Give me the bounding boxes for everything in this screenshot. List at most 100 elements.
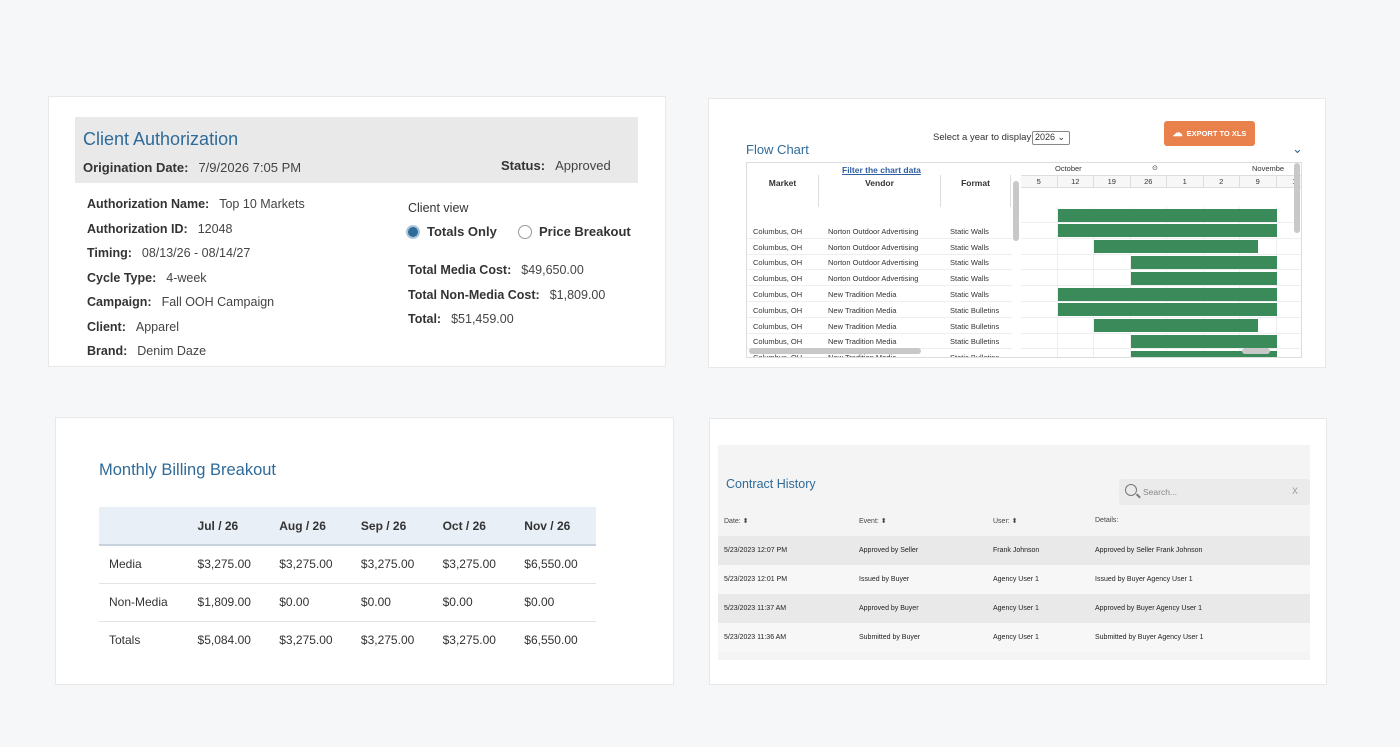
search-input[interactable]: Search... X — [1119, 479, 1310, 505]
cost-label: Total Media Cost: — [408, 263, 512, 277]
history-cell: Approved by Seller Frank Johnson — [1095, 547, 1203, 554]
flow-row: Columbus, OH New Tradition Media Static Wa… — [747, 286, 1012, 302]
radio-price-breakout[interactable]: Price Breakout — [518, 224, 631, 239]
week-header: 1 — [1167, 175, 1204, 188]
history-cell: 5/23/2023 12:01 PM — [724, 576, 788, 583]
year-select[interactable]: 2026 ⌄ — [1032, 131, 1070, 145]
col-format: Format — [941, 175, 1011, 207]
year-select-label: Select a year to display: — [933, 132, 1034, 143]
flight-bar — [1057, 303, 1277, 317]
history-cell: Issued by Buyer — [859, 576, 910, 583]
billing-cell: $3,275.00 — [350, 545, 433, 584]
billing-cell: $3,275.00 — [269, 545, 351, 584]
flight-bar — [1130, 334, 1277, 348]
flow-vendor: Norton Outdoor Advertising — [828, 274, 919, 284]
radio-unselected-icon[interactable] — [518, 224, 532, 239]
field-label: Timing: — [87, 246, 132, 260]
grid-cell — [1021, 254, 1058, 271]
col-event[interactable]: Event: ⬍ — [859, 518, 887, 525]
export-xls-button[interactable]: ☁ EXPORT TO XLS — [1164, 121, 1255, 146]
flow-row: Columbus, OH Norton Outdoor Advertising St… — [747, 223, 1012, 239]
flow-market: Columbus, OH — [753, 305, 803, 315]
search-icon — [1125, 484, 1137, 496]
grid-cell — [1057, 270, 1094, 287]
week-header: 26 — [1130, 175, 1167, 188]
horizontal-scrollbar[interactable] — [749, 348, 921, 354]
grid-cell — [1057, 254, 1094, 271]
flow-row: Columbus, OH New Tradition Media Static Bu… — [747, 349, 1012, 358]
cost-label: Total Non-Media Cost: — [408, 287, 540, 302]
flight-bar — [1130, 350, 1277, 357]
history-cell: 5/23/2023 11:36 AM — [724, 634, 787, 641]
auth-field: Brand: Denim Daze — [87, 344, 206, 358]
vertical-scrollbar[interactable] — [1013, 181, 1019, 241]
flow-format: Static Walls — [950, 274, 989, 284]
grid-cell — [1021, 222, 1058, 239]
radio-selected-icon[interactable] — [406, 224, 420, 239]
billing-cell: $5,084.00 — [197, 633, 251, 648]
cost-label: Total: — [408, 312, 442, 326]
clear-icon[interactable]: X — [1291, 486, 1298, 496]
week-header: 5 — [1021, 175, 1058, 188]
horizontal-scrollbar[interactable] — [1242, 348, 1270, 354]
grid-cell — [1240, 238, 1277, 255]
flow-market: Columbus, OH — [753, 290, 803, 299]
flow-market: Columbus, OH — [753, 353, 803, 358]
chevron-down-icon[interactable]: ⌄ — [1292, 141, 1303, 156]
table-row: 5/23/2023 12:07 PM Approved by Seller Fran… — [718, 536, 1310, 565]
billing-col-header: Nov / 26 — [514, 507, 596, 546]
client-view-label: Client view — [408, 201, 469, 215]
flow-row: Columbus, OH Norton Outdoor Advertising St… — [747, 254, 1012, 271]
grid-cell — [1021, 207, 1058, 223]
cost-line: Total: $51,459.00 — [408, 312, 514, 326]
flow-row: Columbus, OH Norton Outdoor Advertising St… — [747, 270, 1012, 287]
filter-chart-link[interactable]: Filter the chart data — [842, 165, 921, 175]
flow-vendor: Norton Outdoor Advertising — [828, 226, 919, 236]
client-authorization-card: Client Authorization Origination Date: 7/… — [48, 96, 666, 367]
flight-bar — [1094, 240, 1259, 254]
vertical-scrollbar[interactable] — [1294, 163, 1300, 233]
cloud-download-icon: ☁ — [1172, 128, 1183, 139]
grid-cell — [1021, 270, 1058, 287]
field-label: Client: — [87, 319, 126, 334]
grid-cell — [1021, 333, 1058, 350]
history-cell: Agency User 1 — [993, 634, 1039, 641]
table-row: Media $3,275.00 $3,275.00 $3,275.00 $3,275.0… — [99, 545, 596, 584]
grid-cell — [1094, 270, 1131, 287]
grid-cell — [1276, 302, 1301, 318]
flow-vendor: New Tradition Media — [828, 337, 897, 347]
field-value: 12048 — [197, 221, 233, 236]
flight-bar — [1057, 287, 1277, 301]
grid-cell — [1276, 254, 1301, 271]
radio-totals-only[interactable]: Totals Only — [406, 224, 497, 239]
history-cell: Frank Johnson — [993, 547, 1040, 554]
grid-cell — [1021, 301, 1058, 318]
week-header: 12 — [1057, 175, 1094, 188]
grid-cell — [1094, 254, 1131, 271]
flow-format: Static Bulletins — [950, 321, 1000, 331]
auth-header: Client Authorization Origination Date: 7/… — [75, 117, 638, 183]
billing-cell: $6,550.00 — [514, 545, 596, 584]
history-cell: Agency User 1 — [993, 576, 1039, 583]
billing-cell: $3,275.00 — [442, 633, 496, 648]
col-user[interactable]: User: ⬍ — [993, 518, 1018, 525]
flow-chart-card: Select a year to display: 2026 ⌄ ☁ EXPORT… — [708, 98, 1326, 368]
col-vendor: Vendor — [819, 175, 941, 207]
billing-cell: $1,809.00 — [187, 583, 270, 622]
flow-market: Columbus, OH — [753, 274, 803, 284]
grid-cell — [1094, 333, 1131, 350]
flow-row: Columbus, OH New Tradition Media Static Bu… — [747, 302, 1012, 318]
col-date[interactable]: Date: ⬍ — [724, 518, 749, 525]
flight-bar — [1057, 208, 1277, 222]
week-header: 2 — [1203, 175, 1240, 188]
table-row: Totals $5,084.00 $3,275.00 $3,275.00 $3,275.… — [99, 621, 596, 659]
billing-card: Monthly Billing Breakout Jul / 26 Aug / 2… — [55, 417, 674, 685]
flow-vendor: Norton Outdoor Advertising — [828, 258, 919, 268]
field-label: Cycle Type: — [87, 270, 157, 285]
grid-cell — [1276, 333, 1301, 350]
history-title: Contract History — [726, 477, 816, 491]
history-cell: Approved by Seller — [859, 547, 919, 554]
field-value: Top 10 Markets — [219, 197, 305, 211]
billing-title: Monthly Billing Breakout — [99, 461, 277, 479]
chevron-down-icon: ⌄ — [1057, 132, 1066, 142]
